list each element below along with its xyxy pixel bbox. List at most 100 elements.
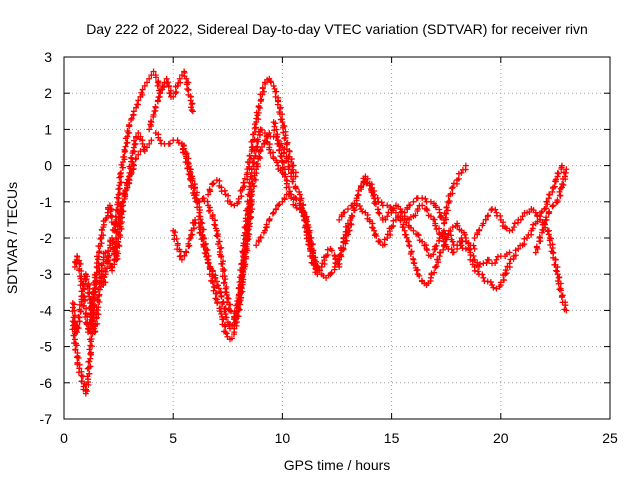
data-point (458, 169, 465, 176)
data-point-sample (151, 108, 158, 115)
data-point-sample (292, 185, 299, 192)
data-point-sample (556, 274, 563, 281)
data-point-sample (558, 294, 565, 301)
data-point-sample (293, 204, 300, 211)
data-point-sample (113, 235, 120, 242)
data-point-sample (213, 290, 220, 297)
data-point-sample (113, 244, 120, 251)
data-point-sample (258, 96, 265, 103)
data-point (205, 191, 212, 198)
data-point-sample (97, 236, 104, 243)
data-point-sample (368, 181, 375, 188)
data-point-sample (289, 166, 296, 173)
data-point-sample (241, 182, 248, 189)
data-point (532, 249, 539, 256)
data-point-sample (289, 178, 296, 185)
data-point-sample (235, 305, 242, 312)
data-point-sample (390, 222, 397, 229)
x-tick-label: 15 (384, 430, 400, 446)
data-point-sample (277, 153, 284, 160)
data-point-sample (303, 218, 310, 225)
data-point-sample (78, 268, 85, 275)
data-point-sample (306, 237, 313, 244)
data-point-sample (424, 247, 431, 254)
data-point-sample (382, 216, 389, 223)
data-point-sample (259, 85, 266, 92)
data-point-sample (433, 242, 440, 249)
data-point (163, 75, 170, 82)
data-point-sample (228, 201, 235, 208)
data-point-sample (273, 126, 280, 133)
data-point-sample (240, 259, 247, 266)
data-point-sample (222, 323, 229, 330)
data-point-sample (399, 224, 406, 231)
data-point-sample (247, 183, 254, 190)
data-point (545, 231, 552, 238)
data-point-sample (406, 243, 413, 250)
data-point-sample (546, 191, 553, 198)
data-point-sample (549, 188, 556, 195)
data-point (445, 198, 452, 205)
data-point (445, 231, 452, 238)
data-point-sample (75, 313, 82, 320)
data-point-sample (215, 241, 222, 248)
data-point-sample (201, 249, 208, 256)
data-point (150, 68, 157, 75)
data-point-sample (431, 246, 438, 253)
data-point (141, 82, 148, 89)
data-point-sample (237, 297, 244, 304)
data-point-sample (503, 270, 510, 277)
data-point-sample (403, 234, 410, 241)
data-point (248, 198, 255, 205)
data-point-sample (544, 198, 551, 205)
data-point (519, 213, 526, 220)
data-point-sample (374, 194, 381, 201)
data-point-sample (264, 133, 271, 140)
data-point-sample (185, 171, 192, 178)
data-point-sample (272, 120, 279, 127)
data-point-sample (119, 164, 126, 171)
data-point-sample (276, 146, 283, 153)
data-point (143, 144, 150, 151)
data-point (253, 242, 260, 249)
data-point-sample (369, 224, 376, 231)
data-point-sample (432, 204, 439, 211)
data-point-sample (241, 265, 248, 272)
data-point-sample (560, 181, 567, 188)
data-point-sample (218, 293, 225, 300)
data-layer (69, 68, 570, 397)
data-point (449, 238, 456, 245)
data-point (124, 133, 131, 140)
data-point-sample (562, 173, 569, 180)
data-point-sample (113, 228, 120, 235)
data-point-sample (442, 214, 449, 221)
data-point-sample (82, 297, 89, 304)
data-point-sample (241, 251, 248, 258)
data-point-sample (175, 139, 182, 146)
data-point-sample (274, 101, 281, 108)
data-point-sample (234, 301, 241, 308)
data-point-sample (86, 370, 93, 377)
data-point-sample (553, 176, 560, 183)
data-point-sample (82, 387, 89, 394)
data-point-sample (373, 232, 380, 239)
data-point-sample (88, 349, 95, 356)
data-point (401, 209, 408, 216)
data-point-sample (247, 213, 254, 220)
y-tick-label: 2 (44, 85, 52, 101)
data-point-sample (277, 142, 284, 149)
data-point (128, 115, 135, 122)
data-point-sample (121, 146, 128, 153)
data-point-sample (526, 209, 533, 216)
data-point (248, 144, 255, 151)
data-point-sample (549, 203, 556, 210)
data-point-sample (154, 82, 161, 89)
data-point (279, 119, 286, 126)
data-point-sample (397, 217, 404, 224)
data-point-sample (551, 183, 558, 190)
data-point-sample (309, 250, 316, 257)
data-point (371, 227, 378, 234)
data-point-sample (96, 248, 103, 255)
data-point-sample (166, 140, 173, 147)
data-point-sample (239, 279, 246, 286)
